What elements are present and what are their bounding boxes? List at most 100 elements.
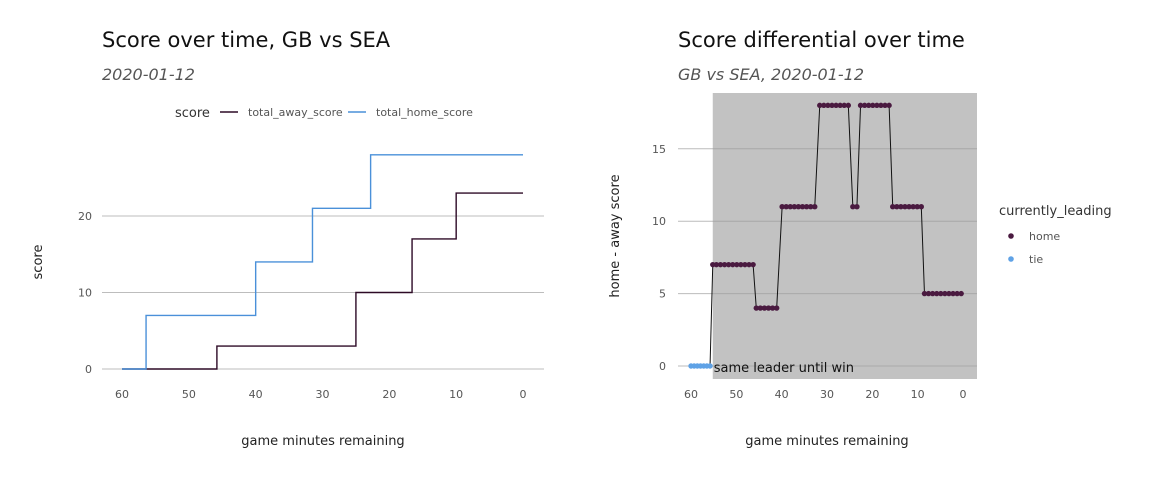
right-annotation: same leader until win bbox=[714, 361, 854, 376]
right-point-home bbox=[725, 261, 732, 268]
chart-right-title: Score differential over time bbox=[678, 28, 965, 52]
right-x-tick-label: 60 bbox=[684, 388, 698, 401]
left-x-tick-label: 60 bbox=[115, 388, 129, 401]
right-point-home bbox=[946, 290, 952, 297]
right-point-home bbox=[910, 204, 916, 210]
right-y-tick-label: 15 bbox=[652, 143, 666, 156]
right-point-home bbox=[746, 261, 752, 268]
right-point-home bbox=[870, 102, 876, 109]
right-point-home bbox=[825, 102, 831, 109]
right-point-home bbox=[921, 290, 928, 297]
right-point-home bbox=[761, 305, 768, 311]
right-x-tick-label: 0 bbox=[960, 388, 967, 401]
right-legend-key bbox=[1008, 233, 1014, 239]
right-point-home bbox=[894, 204, 900, 210]
right-point-home bbox=[942, 290, 948, 297]
right-legend-label: tie bbox=[1029, 253, 1043, 266]
right-x-tick-label: 10 bbox=[911, 388, 925, 401]
right-point-home bbox=[791, 204, 798, 210]
right-point-home bbox=[795, 204, 802, 210]
right-point-home bbox=[734, 261, 740, 268]
right-shaded-region bbox=[712, 93, 977, 379]
right-point-home bbox=[934, 290, 940, 297]
right-point-home bbox=[812, 204, 818, 210]
left-y-tick-label: 0 bbox=[85, 363, 92, 376]
left-y-tick-label: 20 bbox=[78, 210, 92, 223]
left-x-tick-label: 40 bbox=[249, 388, 263, 401]
right-point-tie bbox=[707, 363, 713, 369]
right-point-home bbox=[717, 261, 724, 268]
right-x-tick-label: 40 bbox=[775, 388, 789, 401]
right-point-home bbox=[854, 204, 860, 210]
right-point-home bbox=[742, 261, 748, 268]
left-x-axis-label: game minutes remaining bbox=[241, 434, 404, 449]
right-x-axis-label: game minutes remaining bbox=[745, 434, 908, 449]
left-series-line-total_home_score bbox=[122, 154, 523, 370]
right-point-home bbox=[929, 290, 936, 297]
right-point-home bbox=[817, 102, 823, 109]
chart-left-subtitle: 2020-01-12 bbox=[102, 65, 195, 84]
right-point-home bbox=[821, 102, 827, 109]
right-point-home bbox=[803, 204, 810, 210]
right-point-home bbox=[874, 102, 880, 109]
right-point-home bbox=[779, 204, 785, 210]
right-y-axis-label: home - away score bbox=[608, 174, 623, 297]
right-point-home bbox=[958, 290, 964, 297]
left-x-tick-label: 0 bbox=[520, 388, 527, 401]
right-point-home bbox=[841, 102, 847, 109]
right-x-tick-label: 20 bbox=[865, 388, 879, 401]
right-point-home bbox=[807, 204, 814, 210]
right-point-home bbox=[730, 261, 736, 268]
right-point-home bbox=[829, 102, 835, 109]
left-series-line-total_away_score bbox=[122, 192, 523, 370]
right-legend-key bbox=[1008, 256, 1014, 262]
left-x-tick-label: 50 bbox=[182, 388, 196, 401]
right-point-home bbox=[954, 290, 960, 297]
left-x-tick-label: 10 bbox=[449, 388, 463, 401]
right-legend-label: home bbox=[1029, 230, 1060, 243]
right-y-tick-label: 0 bbox=[659, 360, 666, 373]
left-y-axis-label: score bbox=[31, 245, 46, 280]
right-point-home bbox=[765, 305, 772, 311]
right-point-home bbox=[866, 102, 872, 109]
right-point-home bbox=[918, 204, 924, 210]
right-point-home bbox=[902, 204, 908, 210]
right-point-home bbox=[721, 261, 728, 268]
right-point-home bbox=[833, 102, 839, 109]
right-point-home bbox=[799, 204, 806, 210]
right-point-home bbox=[890, 204, 896, 210]
right-point-home bbox=[757, 305, 764, 311]
chart-right-subtitle: GB vs SEA, 2020-01-12 bbox=[678, 65, 865, 84]
right-point-home bbox=[914, 204, 920, 210]
right-legend-title: currently_leading bbox=[999, 204, 1112, 219]
right-point-home bbox=[878, 102, 884, 109]
right-point-home bbox=[950, 290, 956, 297]
right-y-tick-label: 10 bbox=[652, 215, 666, 228]
left-legend-label: total_away_score bbox=[248, 106, 343, 119]
right-point-home bbox=[925, 290, 932, 297]
right-point-home bbox=[738, 261, 744, 268]
right-point-home bbox=[837, 102, 843, 109]
right-point-home bbox=[906, 204, 912, 210]
left-y-tick-label: 10 bbox=[78, 287, 92, 300]
left-legend-title: score bbox=[175, 106, 210, 121]
left-x-tick-label: 20 bbox=[382, 388, 396, 401]
right-point-home bbox=[886, 102, 892, 109]
left-x-tick-label: 30 bbox=[316, 388, 330, 401]
right-point-home bbox=[713, 261, 720, 268]
right-point-home bbox=[787, 204, 793, 210]
right-point-home bbox=[773, 305, 780, 311]
right-x-tick-label: 30 bbox=[820, 388, 834, 401]
right-point-home bbox=[750, 261, 756, 268]
right-point-home bbox=[753, 305, 759, 311]
chart-left-title: Score over time, GB vs SEA bbox=[102, 28, 391, 52]
right-point-home bbox=[938, 290, 944, 297]
right-x-tick-label: 50 bbox=[729, 388, 743, 401]
right-y-tick-label: 5 bbox=[659, 288, 666, 301]
right-point-home bbox=[861, 102, 868, 109]
right-point-home bbox=[850, 204, 856, 210]
right-point-home bbox=[783, 204, 789, 210]
left-legend-label: total_home_score bbox=[376, 106, 473, 119]
